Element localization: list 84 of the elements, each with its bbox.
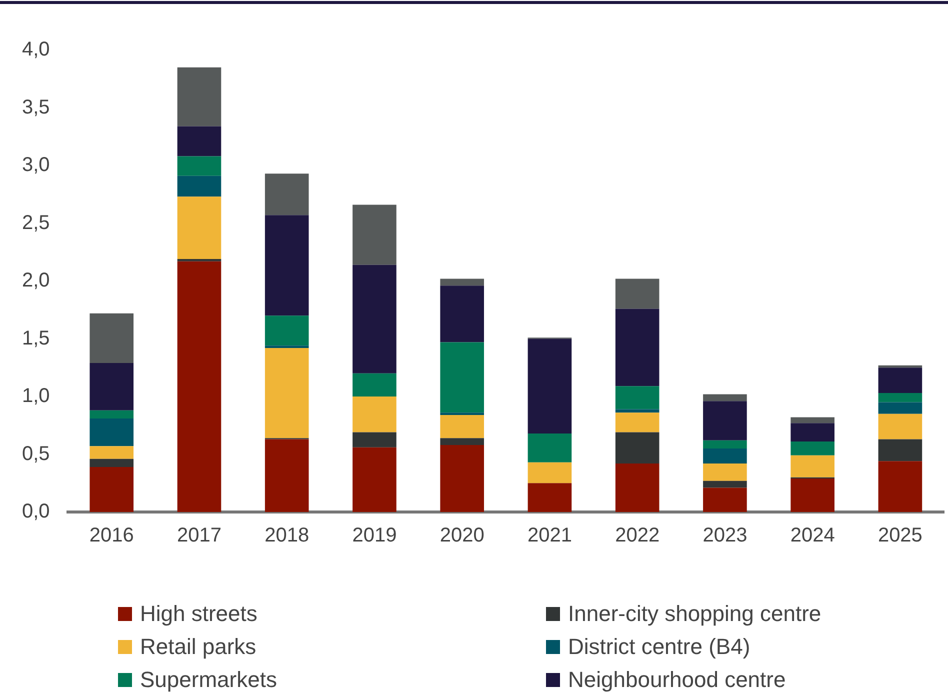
- bar: [264, 316, 309, 346]
- legend-label: Supermarkets: [140, 666, 277, 692]
- x-tick-label: 2021: [527, 524, 572, 547]
- x-tick-label: 2025: [878, 524, 922, 547]
- x-tick-label: 2022: [615, 524, 660, 547]
- bar: [352, 373, 396, 396]
- legend-label: Neighbourhood centre: [568, 666, 786, 692]
- bar: [528, 462, 572, 484]
- bar: [878, 393, 922, 402]
- bar: [90, 313, 134, 364]
- y-tick-label: 2,0: [22, 270, 50, 292]
- legend-label: Retail parks: [140, 634, 256, 660]
- bar: [440, 286, 484, 342]
- bar: [615, 432, 660, 464]
- bar: [352, 447, 396, 512]
- bar: [790, 442, 834, 456]
- bar: [878, 461, 922, 512]
- bar: [615, 308, 660, 386]
- x-tick-label: 2024: [790, 524, 835, 547]
- bar: [790, 417, 834, 424]
- bar: [703, 463, 747, 481]
- bar: [528, 483, 572, 512]
- bar: [790, 423, 834, 442]
- bar: [352, 204, 396, 265]
- bar: [177, 126, 222, 156]
- bar: [177, 176, 222, 197]
- y-tick-label: 1,0: [22, 385, 50, 408]
- y-tick-label: 2,5: [22, 212, 50, 234]
- bar: [90, 410, 134, 418]
- bar: [615, 463, 660, 512]
- x-tick-label: 2023: [702, 524, 748, 547]
- bar: [790, 455, 834, 478]
- y-tick-label: 0,5: [22, 442, 50, 465]
- y-tick-label: 0,0: [22, 500, 50, 523]
- bar: [264, 215, 309, 316]
- bar: [177, 196, 222, 260]
- x-tick-label: 2018: [264, 524, 310, 547]
- bar: [703, 401, 747, 440]
- bar: [528, 338, 572, 434]
- bar: [615, 386, 660, 410]
- legend-label: District centre (B4): [568, 634, 750, 660]
- bar: [440, 445, 484, 512]
- bar: [264, 439, 309, 512]
- x-tick-label: 2016: [89, 524, 134, 547]
- bar: [352, 432, 396, 448]
- x-tick-label: 2020: [440, 524, 484, 547]
- bar: [264, 174, 309, 216]
- bar: [528, 433, 572, 462]
- bar: [440, 342, 484, 413]
- bar: [352, 264, 396, 374]
- bar: [615, 409, 660, 413]
- y-tick-label: 4,0: [22, 38, 50, 61]
- bar: [440, 438, 484, 446]
- bar: [90, 418, 134, 446]
- x-tick-label: 2017: [176, 524, 222, 547]
- bar: [177, 67, 222, 126]
- bar: [878, 414, 922, 440]
- bar: [177, 156, 222, 176]
- bar: [90, 458, 134, 467]
- bar: [703, 448, 747, 464]
- bar: [703, 488, 747, 512]
- bar: [90, 446, 134, 459]
- bar: [703, 394, 747, 402]
- bar: [703, 480, 747, 488]
- bar: [878, 368, 922, 394]
- bar: [615, 412, 660, 432]
- y-tick-label: 1,5: [22, 327, 50, 350]
- y-tick-label: 3,5: [22, 96, 50, 118]
- bar: [90, 466, 134, 512]
- bar: [703, 440, 747, 448]
- bar: [352, 396, 396, 432]
- legend-label: High streets: [140, 600, 258, 626]
- bar: [90, 363, 134, 410]
- bar: [440, 278, 484, 286]
- y-tick-label: 3,0: [22, 154, 50, 176]
- bar: [878, 402, 922, 414]
- bar: [440, 414, 484, 438]
- bar: [878, 439, 922, 462]
- bar: [790, 478, 834, 512]
- bar: [177, 261, 222, 512]
- bar: [615, 278, 660, 309]
- x-tick-label: 2019: [352, 524, 397, 547]
- bar: [264, 348, 309, 438]
- legend-label: Inner-city shopping centre: [568, 600, 822, 626]
